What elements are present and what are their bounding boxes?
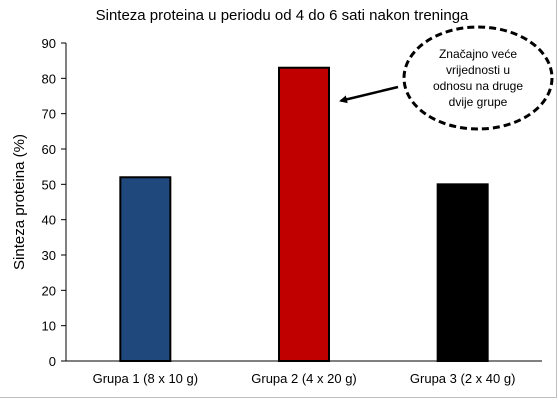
x-tick-label: Grupa 1 (8 x 10 g)	[93, 371, 199, 386]
y-tick-label: 30	[42, 248, 56, 263]
y-tick-label: 0	[49, 354, 56, 369]
annotation-ellipse	[402, 25, 554, 131]
y-tick-label: 80	[42, 71, 56, 86]
bar-1	[119, 176, 172, 362]
annotation-text-line: dvije grupe	[449, 95, 508, 109]
annotation-text-line: odnosu na druge	[433, 79, 523, 93]
y-tick-label: 40	[42, 213, 56, 228]
bar-2	[278, 66, 330, 362]
y-tick-label: 70	[42, 107, 56, 122]
y-tick-label: 10	[42, 319, 56, 334]
x-tick-label: Grupa 2 (4 x 20 g)	[251, 371, 357, 386]
y-tick-label: 60	[42, 142, 56, 157]
x-tick-label: Grupa 3 (2 x 40 g)	[410, 371, 516, 386]
chart-title: Sinteza proteina u periodu od 4 do 6 sat…	[96, 7, 469, 24]
annotation-arrow	[339, 85, 399, 104]
bars	[119, 66, 489, 362]
y-tick-label: 90	[42, 36, 56, 51]
y-axis-label: Sinteza proteina (%)	[11, 134, 28, 270]
y-axis-ticks: 0 10 20 30 40 50 60 70 80 90	[42, 36, 66, 369]
annotation-text-line: vrijednosti u	[446, 63, 510, 77]
bar-3	[436, 183, 489, 362]
annotation-text-line: Značajno veće	[439, 47, 517, 61]
x-axis-ticks: Grupa 1 (8 x 10 g) Grupa 2 (4 x 20 g) Grup…	[93, 371, 516, 386]
y-tick-label: 20	[42, 283, 56, 298]
annotation: Značajno veće vrijednosti u odnosu na drug…	[339, 25, 554, 131]
axes	[65, 43, 542, 362]
y-tick-label: 50	[42, 177, 56, 192]
